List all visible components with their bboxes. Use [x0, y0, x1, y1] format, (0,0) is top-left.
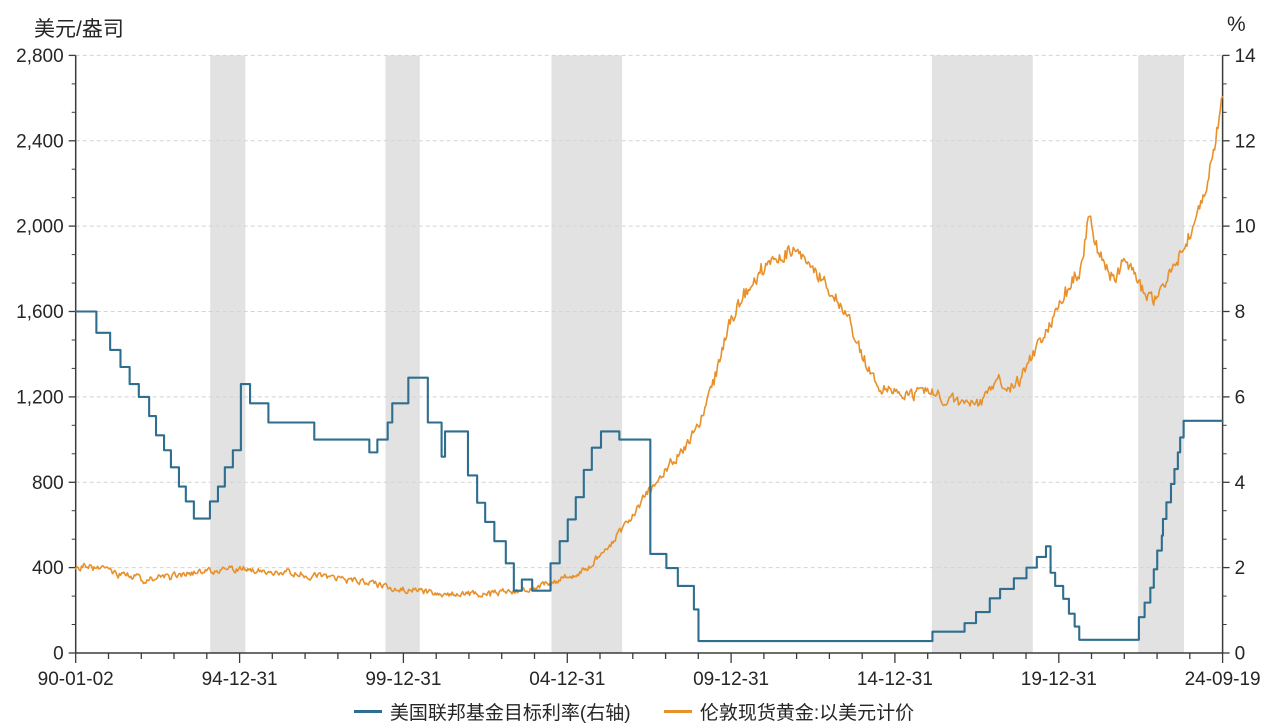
svg-text:12: 12 — [1235, 131, 1256, 152]
svg-text:99-12-31: 99-12-31 — [365, 669, 441, 690]
svg-text:0: 0 — [53, 644, 64, 665]
svg-text:400: 400 — [32, 558, 64, 579]
svg-text:1,600: 1,600 — [16, 302, 64, 323]
svg-text:90-01-02: 90-01-02 — [38, 669, 114, 690]
svg-text:19-12-31: 19-12-31 — [1021, 669, 1097, 690]
svg-text:04-12-31: 04-12-31 — [529, 669, 605, 690]
svg-text:800: 800 — [32, 473, 64, 494]
svg-text:6: 6 — [1235, 387, 1246, 408]
svg-text:14: 14 — [1235, 46, 1257, 67]
svg-text:8: 8 — [1235, 302, 1246, 323]
svg-text:4: 4 — [1235, 473, 1246, 494]
svg-text:24-09-19: 24-09-19 — [1185, 669, 1261, 690]
svg-text:2,400: 2,400 — [16, 131, 64, 152]
svg-text:2,800: 2,800 — [16, 46, 64, 67]
svg-text:10: 10 — [1235, 217, 1256, 238]
svg-text:09-12-31: 09-12-31 — [693, 669, 769, 690]
svg-text:2: 2 — [1235, 558, 1246, 579]
svg-text:2,000: 2,000 — [16, 217, 64, 238]
svg-text:1,200: 1,200 — [16, 387, 64, 408]
svg-text:14-12-31: 14-12-31 — [857, 669, 933, 690]
svg-text:0: 0 — [1235, 644, 1246, 665]
svg-text:94-12-31: 94-12-31 — [202, 669, 278, 690]
